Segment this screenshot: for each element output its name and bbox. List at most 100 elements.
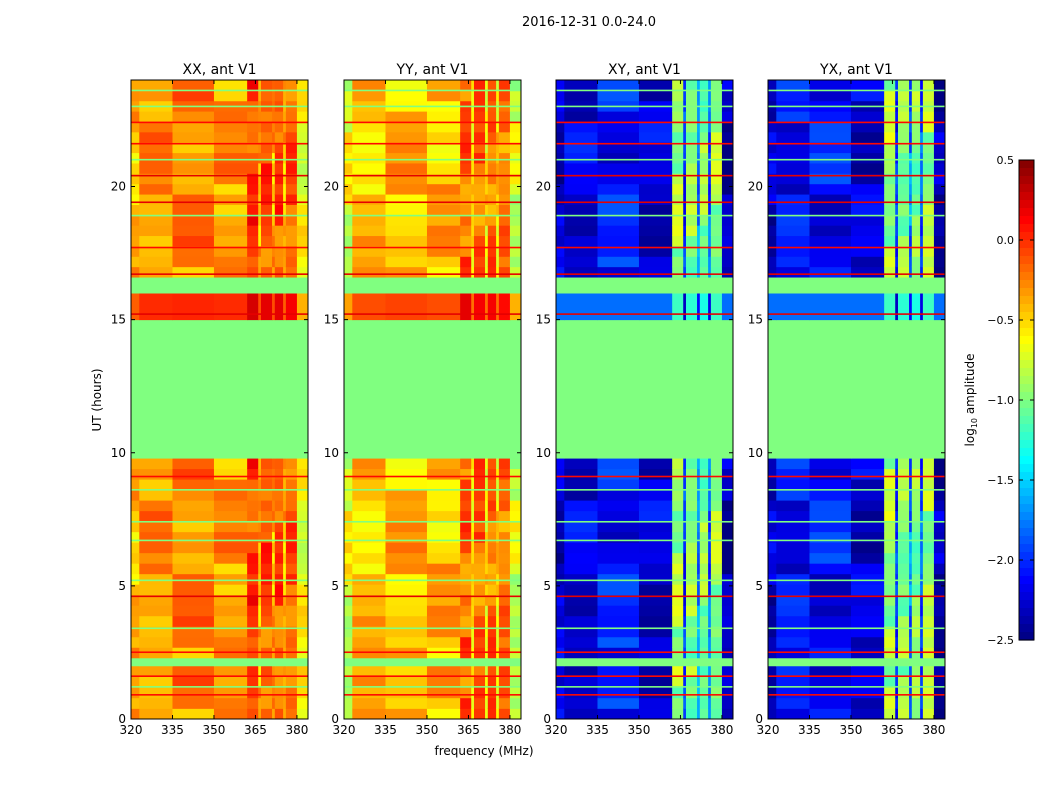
heatmap-cell — [708, 152, 712, 164]
heatmap-cell — [897, 458, 910, 470]
heatmap-cell — [385, 521, 428, 533]
heatmap-cell — [296, 293, 309, 321]
heatmap-cell — [471, 573, 475, 585]
heatmap-cell — [699, 90, 709, 102]
heatmap-cell — [498, 277, 511, 294]
heatmap-cell — [933, 542, 946, 554]
heatmap-cell — [460, 697, 472, 709]
heatmap-cell — [683, 458, 687, 470]
heatmap-cell — [485, 214, 489, 226]
heatmap-cell — [699, 542, 709, 554]
heatmap-cell — [509, 256, 522, 268]
heatmap-cell — [487, 510, 497, 522]
heatmap-cell — [131, 194, 140, 205]
heatmap-cell — [274, 708, 284, 720]
heatmap-cell — [131, 245, 140, 257]
heatmap-cell — [247, 626, 259, 638]
heatmap-cell — [884, 194, 896, 205]
heatmap-cell — [296, 266, 309, 278]
heatmap-cell — [638, 594, 673, 606]
heatmap-cell — [473, 183, 486, 195]
heatmap-cell — [473, 235, 486, 247]
heatmap-cell — [344, 121, 353, 133]
flag-line — [556, 201, 733, 204]
heatmap-cell — [172, 676, 215, 688]
heatmap-cell — [638, 510, 673, 522]
heatmap-cell — [850, 636, 885, 648]
heatmap-cell — [247, 162, 259, 174]
heatmap-cell — [895, 468, 899, 480]
heatmap-cell — [672, 489, 684, 501]
colorbar-segment — [1019, 320, 1034, 329]
flag-line — [344, 105, 521, 108]
heatmap-cell — [895, 708, 899, 720]
heatmap-cell — [344, 80, 353, 91]
heatmap-cell — [352, 319, 386, 459]
heatmap-cell — [556, 277, 565, 294]
heatmap-cell — [850, 183, 885, 195]
flag-line — [344, 214, 521, 217]
heatmap-cell — [283, 142, 287, 154]
heatmap-cell — [352, 542, 386, 554]
heatmap-cell — [260, 256, 273, 268]
heatmap-cell — [426, 636, 461, 648]
y-tick-label: 10 — [111, 446, 126, 460]
heatmap-cell — [274, 173, 284, 185]
heatmap-cell — [708, 277, 712, 294]
heatmap-cell — [131, 111, 140, 122]
heatmap-cell — [638, 152, 673, 164]
heatmap-cell — [922, 152, 935, 164]
heatmap-cell — [426, 605, 461, 617]
heatmap-cell — [285, 500, 298, 512]
heatmap-cell — [933, 235, 946, 247]
heatmap-cell — [933, 584, 946, 596]
heatmap-cell — [933, 162, 946, 174]
heatmap-cell — [564, 266, 598, 278]
heatmap-cell — [708, 697, 712, 709]
flag-line — [768, 675, 945, 677]
heatmap-cell — [344, 615, 353, 627]
heatmap-cell — [385, 552, 428, 564]
heatmap-cell — [708, 552, 712, 564]
heatmap-cell — [471, 665, 475, 677]
heatmap-cell — [485, 573, 489, 585]
heatmap-cell — [911, 256, 921, 268]
heatmap-cell — [496, 636, 500, 648]
heatmap-cell — [776, 687, 810, 699]
heatmap-cell — [710, 542, 723, 554]
heatmap-cell — [895, 615, 899, 627]
heatmap-cell — [471, 563, 475, 575]
heatmap-cell — [597, 225, 640, 237]
heatmap-cell — [496, 204, 500, 216]
heatmap-cell — [172, 458, 215, 470]
heatmap-cell — [683, 235, 687, 247]
y-tick-label: 5 — [755, 579, 763, 593]
colorbar-segment — [1019, 304, 1034, 313]
heatmap-cell — [897, 510, 910, 522]
heatmap-cell — [272, 277, 276, 294]
heatmap-cell — [895, 510, 899, 522]
heatmap-cell — [487, 256, 497, 268]
heatmap-cell — [473, 111, 486, 122]
colorbar-segment — [1019, 448, 1034, 457]
heatmap-cell — [274, 615, 284, 627]
heatmap-cell — [683, 204, 687, 216]
flag-line — [344, 579, 521, 582]
heatmap-cell — [564, 225, 598, 237]
heatmap-cell — [933, 204, 946, 216]
heatmap-cell — [496, 687, 500, 699]
heatmap-cell — [213, 277, 248, 294]
axes-frame — [130, 79, 309, 720]
heatmap-cell — [895, 90, 899, 102]
heatmap-cell — [213, 708, 248, 720]
heatmap-cell — [922, 657, 935, 667]
heatmap-cell — [344, 521, 353, 533]
heatmap-cell — [485, 183, 489, 195]
heatmap-cell — [285, 552, 298, 564]
heatmap-cell — [683, 90, 687, 102]
heatmap-cell — [460, 256, 472, 268]
heatmap-cell — [139, 194, 173, 205]
colorbar: 0.50.0−0.5−1.0−1.5−2.0−2.5 — [987, 154, 1035, 647]
heatmap-cell — [920, 80, 924, 91]
heatmap-cell — [721, 687, 734, 699]
